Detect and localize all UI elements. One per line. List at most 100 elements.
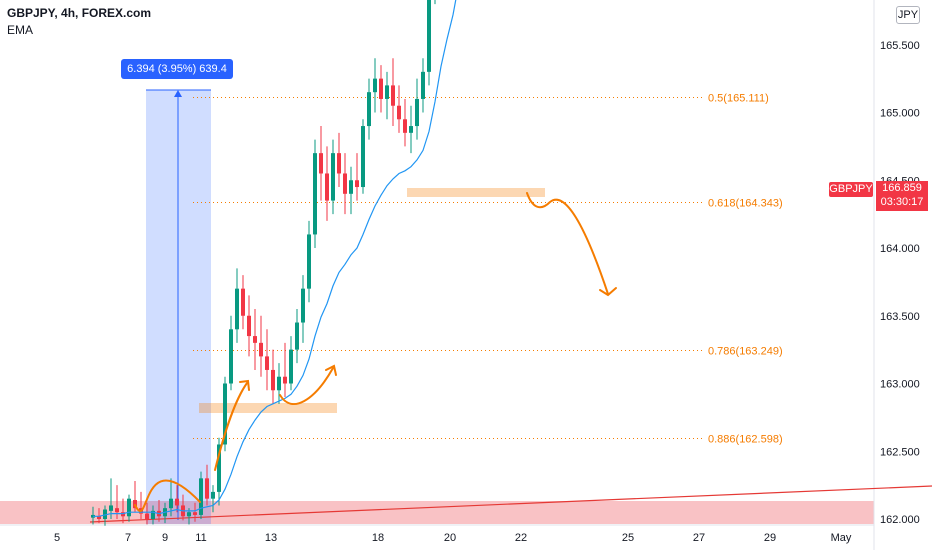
candle xyxy=(235,268,239,343)
candle-body xyxy=(187,512,191,517)
candle-body xyxy=(331,153,335,201)
candle-body xyxy=(427,0,431,72)
candle xyxy=(151,505,155,525)
candle xyxy=(175,485,179,513)
last-price-box: 166.859 03:30:17 xyxy=(876,181,928,211)
candle-body xyxy=(277,376,281,391)
candle-body xyxy=(373,78,377,93)
candle-body xyxy=(211,491,215,499)
down-projection-arrow-head xyxy=(599,287,617,297)
curve-arrow-1 xyxy=(134,479,201,513)
measure-arrow-icon xyxy=(174,90,182,97)
candle-body xyxy=(391,85,395,106)
fibonacci-retracement[interactable]: 0.382(165.879) 0.5(165.111) 0.618(164.343)… xyxy=(193,0,783,446)
candle-body xyxy=(193,512,197,515)
candle xyxy=(307,220,311,303)
candle-body xyxy=(313,153,317,235)
last-price: 166.859 xyxy=(882,182,922,194)
candle-body xyxy=(409,126,413,133)
candle xyxy=(259,315,263,377)
x-tick-label: 29 xyxy=(764,532,776,544)
candle xyxy=(337,132,341,188)
x-tick-label: 20 xyxy=(444,532,456,544)
candle-body xyxy=(205,478,209,499)
candle xyxy=(211,485,215,513)
x-tick-label: 22 xyxy=(515,532,527,544)
candle-body xyxy=(319,153,323,174)
x-tick-label: 5 xyxy=(54,532,60,544)
candle-body xyxy=(271,369,275,391)
fib-level-label: 0.886(162.598) xyxy=(708,434,783,446)
candle-body xyxy=(415,98,419,127)
candle xyxy=(325,146,329,221)
candle-body xyxy=(403,119,407,133)
candle xyxy=(217,437,221,506)
candle xyxy=(271,349,275,404)
candle xyxy=(283,342,287,398)
candle xyxy=(427,0,431,86)
currency-badge[interactable]: JPY xyxy=(896,6,920,24)
candle xyxy=(397,85,401,133)
indicator-label[interactable]: EMA xyxy=(7,23,34,37)
candle-body xyxy=(127,498,131,517)
breakout-zone xyxy=(199,403,337,413)
candle-body xyxy=(295,322,299,350)
candle-body xyxy=(421,71,425,99)
candle xyxy=(247,295,251,357)
candle xyxy=(301,275,305,343)
candle xyxy=(205,464,209,506)
candle xyxy=(379,65,383,113)
candle-body xyxy=(337,153,341,174)
candle-body xyxy=(349,180,353,194)
candle-body xyxy=(247,315,251,337)
retest-zone xyxy=(407,188,545,197)
y-axis-ticks: 169.000168.500168.000167.500167.000166.5… xyxy=(880,40,920,526)
chart-title: GBPJPY, 4h, FOREX.com xyxy=(7,6,152,20)
candle xyxy=(229,315,233,391)
y-tick-label: 165.000 xyxy=(880,108,920,120)
up-arrow-1 xyxy=(214,382,248,471)
candle-body xyxy=(115,508,119,513)
candle xyxy=(313,139,317,248)
candle-body xyxy=(175,498,179,506)
candle-body xyxy=(265,356,269,370)
projection-drawings xyxy=(134,192,617,513)
candle xyxy=(343,153,347,215)
candle xyxy=(127,494,131,522)
candle xyxy=(103,505,107,526)
x-tick-label: 9 xyxy=(162,532,168,544)
measure-label: 6.394 (3.95%) 639.4 xyxy=(121,59,233,79)
candle xyxy=(295,308,299,364)
candle xyxy=(349,166,353,215)
ema-line xyxy=(93,0,457,517)
x-tick-label: 11 xyxy=(195,532,206,544)
x-tick-label: May xyxy=(831,532,852,544)
trend-line xyxy=(89,485,932,523)
candle xyxy=(331,139,335,215)
candle xyxy=(241,275,245,330)
candle-body xyxy=(103,509,107,519)
y-tick-label: 162.000 xyxy=(880,514,920,526)
x-tick-label: 7 xyxy=(125,532,131,544)
candle-body xyxy=(145,513,149,519)
candle xyxy=(361,119,365,194)
x-axis-ticks: 5 7 9 11 13 18 20 22 25 27 29 May xyxy=(54,532,852,544)
y-tick-label: 162.500 xyxy=(880,446,920,458)
support-zone xyxy=(0,501,874,524)
candle xyxy=(97,508,101,524)
fib-level-label: 0.618(164.343) xyxy=(708,198,783,210)
candle xyxy=(109,478,113,519)
candle-body xyxy=(397,105,401,120)
candle-body xyxy=(361,126,365,188)
candle xyxy=(265,329,269,391)
candle-body xyxy=(385,85,389,99)
x-tick-label: 13 xyxy=(265,532,277,544)
y-tick-label: 163.000 xyxy=(880,379,920,391)
y-tick-label: 164.000 xyxy=(880,243,920,255)
candle xyxy=(409,105,413,154)
up-arrow-1-head xyxy=(239,379,250,391)
candle-body xyxy=(379,78,383,99)
candle xyxy=(355,153,359,201)
candle xyxy=(367,78,371,140)
